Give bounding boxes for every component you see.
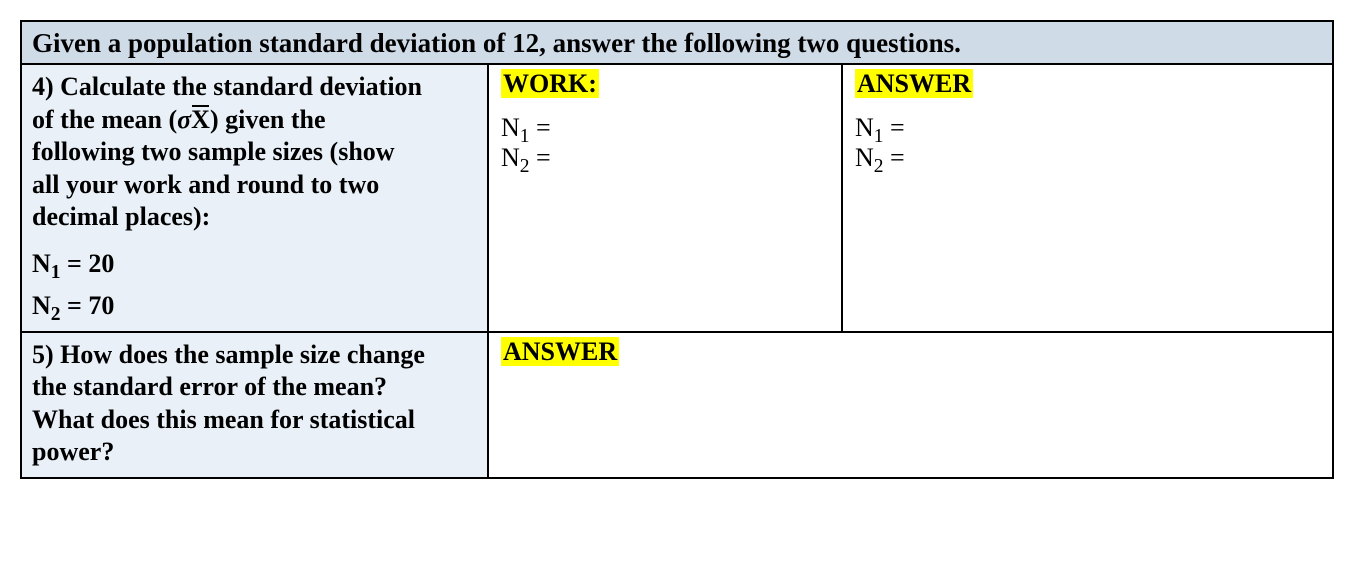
q5-line1: 5) How does the sample size change (32, 339, 477, 372)
q4-work-n2: N2 = (501, 143, 829, 173)
question-4-row: 4) Calculate the standard deviation of t… (22, 65, 1332, 333)
q5-line2: the standard error of the mean? (32, 371, 477, 404)
question-5-prompt-cell: 5) How does the sample size change the s… (22, 333, 489, 477)
q4-answer-cell: ANSWER N1 = N2 = (843, 65, 1332, 331)
table-header: Given a population standard deviation of… (22, 22, 1332, 65)
q4-line2: of the mean (σX) given the (32, 104, 477, 137)
q4-line5: decimal places): (32, 201, 477, 234)
q4-answer-n1: N1 = (855, 113, 1320, 143)
answer-label-q4: ANSWER (855, 69, 973, 98)
x-bar-symbol: X (191, 104, 210, 137)
q5-line4: power? (32, 436, 477, 469)
q4-line1: 4) Calculate the standard deviation (32, 71, 477, 104)
question-5-row: 5) How does the sample size change the s… (22, 333, 1332, 477)
q4-n1-given: N1 = 20 (32, 248, 477, 281)
q5-line3: What does this mean for statistical (32, 404, 477, 437)
question-4-prompt-cell: 4) Calculate the standard deviation of t… (22, 65, 489, 331)
q4-work-n1: N1 = (501, 113, 829, 143)
answer-label-q5: ANSWER (501, 337, 619, 366)
q4-answer-n2: N2 = (855, 143, 1320, 173)
sigma-symbol: σ (177, 105, 191, 134)
header-text: Given a population standard deviation of… (32, 28, 961, 58)
q4-line4: all your work and round to two (32, 169, 477, 202)
q4-line3: following two sample sizes (show (32, 136, 477, 169)
q5-answer-cell: ANSWER (489, 333, 1332, 477)
work-label: WORK: (501, 69, 599, 98)
q4-n2-given: N2 = 70 (32, 290, 477, 323)
worksheet-table: Given a population standard deviation of… (20, 20, 1334, 479)
q4-work-cell: WORK: N1 = N2 = (489, 65, 843, 331)
